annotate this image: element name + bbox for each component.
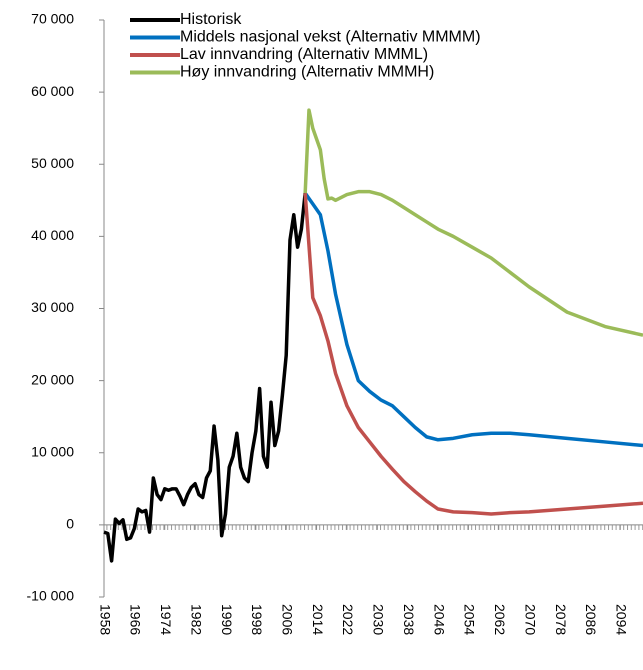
series-line [303,192,643,516]
x-tick-label: 2086 [583,604,599,635]
x-tick-label: 2054 [462,604,478,635]
legend-label: Høy innvandring (Alternativ MMMH) [180,64,434,81]
legend-label: Historisk [180,11,242,28]
series-line [303,108,643,337]
minor-ticks [104,525,643,530]
x-tick-label: 1990 [219,604,235,635]
y-tick-label: 40 000 [31,227,74,243]
y-tick-label: 70 000 [31,11,74,27]
x-tick-label: 2094 [614,604,630,635]
series-line [103,192,307,563]
x-tick-label: 2046 [431,604,447,635]
y-tick-label: 50 000 [31,155,74,171]
x-tick-label: 2062 [492,604,508,635]
y-tick-label: 60 000 [31,83,74,99]
y-tick-label: 30 000 [31,299,74,315]
series-line [303,192,643,448]
x-tick-label: 1998 [249,604,265,635]
y-tick-label: 20 000 [31,371,74,387]
x-tick-label: 2070 [522,604,538,635]
x-tick-label: 2030 [371,604,387,635]
x-tick-label: 2078 [553,604,569,635]
x-tick-label: 2038 [401,604,417,635]
x-tick-label: 1966 [128,604,144,635]
legend-label: Middels nasjonal vekst (Alternativ MMMM) [180,29,481,46]
legend-label: Lav innvandring (Alternativ MMML) [180,46,428,63]
y-tick-label: 0 [66,516,74,532]
y-tick-label: 10 000 [31,443,74,459]
x-tick-label: 2022 [340,604,356,635]
x-tick-label: 1974 [158,604,174,635]
x-tick-label: 2006 [279,604,295,635]
x-tick-label: 2014 [310,604,326,635]
x-tick-label: 1982 [188,604,204,635]
x-tick-label: 1958 [97,604,113,635]
y-tick-label: -10 000 [27,588,75,604]
